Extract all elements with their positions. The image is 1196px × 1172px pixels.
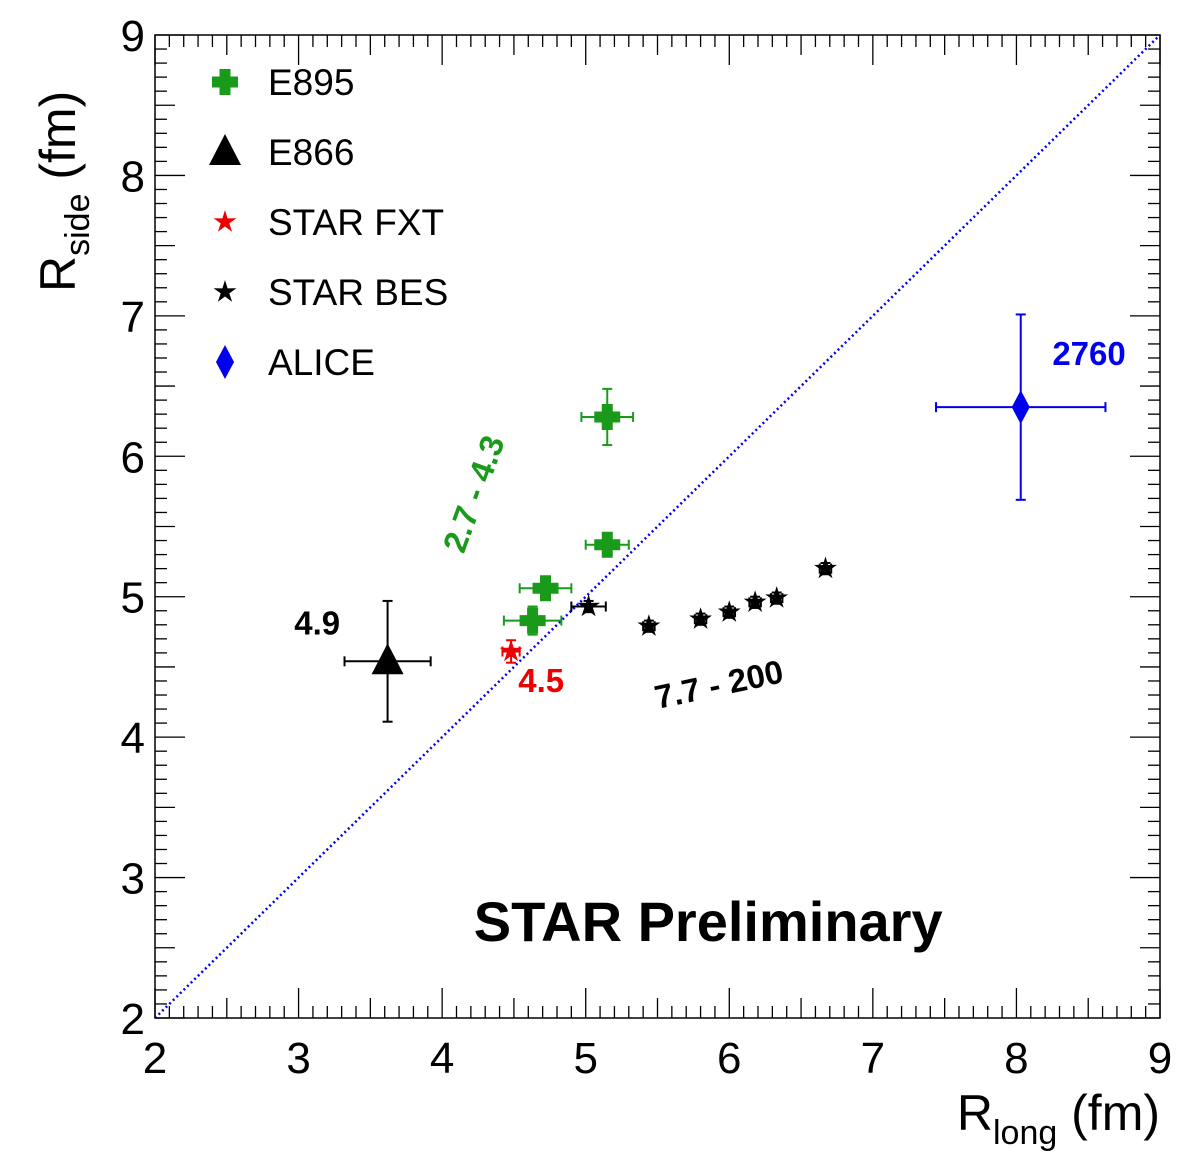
- legend-label-star-fxt: STAR FXT: [268, 202, 444, 243]
- data-point-star-bes: [570, 594, 607, 617]
- data-point-alice: [935, 313, 1107, 501]
- data-point-e895: [502, 605, 563, 636]
- y-axis-title-main: R: [30, 256, 86, 292]
- data-point-star-bes: [637, 614, 661, 636]
- y-tick-label: 9: [121, 12, 145, 61]
- legend-marker-e866: [209, 134, 241, 165]
- data-point-e895: [518, 575, 573, 602]
- y-tick-label: 5: [121, 574, 145, 623]
- legend-marker-e895: [212, 69, 238, 95]
- x-axis-title-unit: (fm): [1057, 1085, 1160, 1141]
- y-axis-title: Rside (fm): [30, 91, 97, 292]
- reference-line-layer: [154, 34, 1161, 1019]
- marker-e895: [532, 575, 559, 602]
- x-axis-title-sub: long: [993, 1114, 1057, 1152]
- data-point-e866: [343, 599, 432, 723]
- x-axis-title: Rlong (fm): [957, 1085, 1160, 1152]
- y-tick-label: 3: [121, 855, 145, 904]
- y-axis-title-unit: (fm): [30, 91, 86, 194]
- marker-star-bes: [689, 607, 712, 629]
- legend-entry-e895: E895: [212, 62, 354, 103]
- legend-entry-star-fxt: STAR FXT: [213, 202, 444, 243]
- legend-entry-alice: ALICE: [216, 342, 375, 383]
- legend-marker-alice: [216, 345, 234, 379]
- marker-e895: [519, 607, 546, 634]
- annotation-label: STAR Preliminary: [474, 890, 943, 953]
- annotation-label: 4.5: [518, 662, 564, 699]
- legend: E895 E866 STAR FXT STAR BES ALICE: [209, 62, 448, 383]
- legend-label-e866: E866: [268, 132, 354, 173]
- data-point-e895: [580, 387, 635, 447]
- y-tick-label: 7: [121, 293, 145, 342]
- data-point-e895: [584, 531, 630, 558]
- marker-star-fxt: [499, 639, 523, 662]
- marker-star-bes: [717, 600, 741, 622]
- legend-entry-star-bes: STAR BES: [213, 272, 448, 313]
- marker-e895: [594, 403, 621, 430]
- y-tick-label: 4: [121, 714, 145, 763]
- legend-entry-e866: E866: [209, 132, 354, 173]
- x-axis-title-main: R: [957, 1085, 993, 1141]
- x-tick-label: 8: [1004, 1034, 1028, 1083]
- marker-alice: [1011, 390, 1030, 425]
- marker-star-bes: [814, 556, 837, 579]
- data-point-star-bes: [689, 607, 712, 629]
- data-point-star-fxt: [499, 639, 523, 664]
- legend-marker-star-fxt: [213, 210, 237, 232]
- x-tick-label: 9: [1148, 1034, 1172, 1083]
- data-point-star-bes: [765, 586, 789, 608]
- marker-star-bes: [765, 586, 789, 608]
- annotation-label: 2760: [1052, 335, 1125, 372]
- x-tick-label: 2: [143, 1034, 167, 1083]
- axes: 2 3 4 5 6 7 8 9 2 3 4 5 6 7 8 9: [121, 12, 1173, 1083]
- data-point-star-bes: [814, 556, 837, 579]
- reference-line: [154, 34, 1161, 1019]
- legend-label-star-bes: STAR BES: [268, 272, 448, 313]
- x-tick-label: 6: [717, 1034, 741, 1083]
- data-layer: [343, 313, 1107, 723]
- data-point-star-bes: [717, 600, 741, 622]
- marker-e895: [594, 531, 621, 558]
- marker-e866: [371, 643, 404, 675]
- marker-star-bes: [637, 614, 661, 636]
- legend-marker-star-bes: [213, 280, 237, 302]
- y-axis-title-sub: side: [59, 194, 97, 256]
- y-tick-label: 2: [121, 995, 145, 1044]
- x-tick-label: 3: [286, 1034, 310, 1083]
- x-tick-label: 7: [861, 1034, 885, 1083]
- x-tick-label: 4: [430, 1034, 454, 1083]
- marker-star-bes: [577, 594, 600, 617]
- legend-label-alice: ALICE: [268, 342, 375, 383]
- data-point-star-bes: [743, 590, 767, 612]
- annotation-label: 4.9: [294, 605, 340, 642]
- legend-label-e895: E895: [268, 62, 354, 103]
- y-tick-label: 6: [121, 433, 145, 482]
- x-tick-label: 5: [573, 1034, 597, 1083]
- y-tick-label: 8: [121, 152, 145, 201]
- marker-star-bes: [743, 590, 767, 612]
